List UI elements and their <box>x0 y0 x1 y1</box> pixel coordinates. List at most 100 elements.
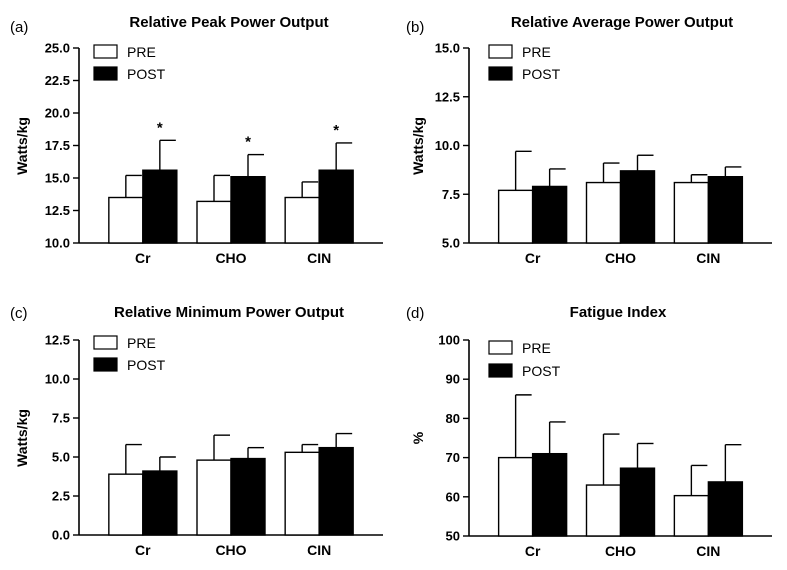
bar-pre-cin <box>673 494 710 537</box>
x-tick-label: Cr <box>525 250 541 266</box>
y-tick-label: 90 <box>446 372 460 387</box>
bar-post-cr <box>142 169 178 244</box>
legend-pre-swatch <box>93 44 118 59</box>
chart-c-ylabel: Watts/kg <box>14 409 30 467</box>
y-tick-label: 12.5 <box>45 203 70 218</box>
y-tick-label: 17.5 <box>45 138 70 153</box>
significance-marker: * <box>245 134 251 151</box>
y-tick-label: 60 <box>446 489 460 504</box>
y-tick-label: 100 <box>438 333 460 348</box>
y-tick-label: 5.0 <box>442 236 460 251</box>
bar-pre-cin <box>284 196 320 244</box>
y-tick-label: 0.0 <box>52 528 70 543</box>
y-tick-label: 10.0 <box>45 372 70 387</box>
legend-post-label: POST <box>522 363 561 379</box>
chart-c-plot: 0.0 2.5 5.0 7.5 10.0 12.5 Cr CHO CIN <box>45 333 383 558</box>
chart-d-plot: 50 60 70 80 90 100 Cr CHO CIN <box>438 333 772 559</box>
chart-a-legend: PRE POST <box>93 44 166 82</box>
bar-post-cho <box>230 457 266 536</box>
x-tick-label: CHO <box>215 542 246 558</box>
chart-d: (d) Fatigue Index % PRE POST 50 60 70 80 90 1… <box>406 304 772 559</box>
chart-a-ylabel: Watts/kg <box>14 117 30 175</box>
chart-b-title: Relative Average Power Output <box>511 14 733 31</box>
bar-post-cr <box>531 452 568 537</box>
y-tick-label: 12.5 <box>435 89 460 104</box>
y-tick-label: 25.0 <box>45 41 70 56</box>
legend-pre-swatch <box>93 335 118 350</box>
legend-pre-label: PRE <box>522 340 551 356</box>
legend-pre-label: PRE <box>127 335 156 351</box>
bar-post-cin <box>318 169 354 244</box>
y-tick-label: 10.0 <box>435 138 460 153</box>
chart-d-ylabel: % <box>410 431 426 444</box>
bar-pre-cr <box>108 196 144 244</box>
x-tick-label: CHO <box>215 250 246 266</box>
chart-b-ylabel: Watts/kg <box>410 117 426 175</box>
y-tick-label: 70 <box>446 450 460 465</box>
chart-c: (c) Relative Minimum Power Output Watts/… <box>10 304 383 558</box>
chart-c-title: Relative Minimum Power Output <box>114 304 344 321</box>
significance-marker: * <box>333 122 339 139</box>
panel-label-a: (a) <box>10 19 28 36</box>
chart-a: (a) Relative Peak Power Output Watts/kg … <box>10 14 383 266</box>
bar-pre-cin <box>673 181 710 244</box>
legend-post-swatch <box>488 363 513 378</box>
panel-label-b: (b) <box>406 19 424 36</box>
x-tick-label: CHO <box>605 250 636 266</box>
bar-pre-cin <box>284 451 320 536</box>
legend-pre-swatch <box>488 44 513 59</box>
y-tick-label: 22.5 <box>45 73 70 88</box>
legend-post-label: POST <box>522 66 561 82</box>
bar-post-cr <box>142 470 178 536</box>
y-tick-label: 7.5 <box>442 187 460 202</box>
y-tick-label: 10.0 <box>45 236 70 251</box>
legend-pre-label: PRE <box>522 44 551 60</box>
y-tick-label: 12.5 <box>45 333 70 348</box>
x-tick-label: Cr <box>525 543 541 559</box>
legend-post-label: POST <box>127 66 166 82</box>
x-tick-label: Cr <box>135 542 151 558</box>
panel-label-c: (c) <box>10 305 28 322</box>
chart-c-legend: PRE POST <box>93 335 166 373</box>
x-tick-label: CIN <box>307 250 331 266</box>
y-tick-label: 2.5 <box>52 489 70 504</box>
x-tick-label: CHO <box>605 543 636 559</box>
bar-post-cin <box>707 481 744 537</box>
legend-pre-label: PRE <box>127 44 156 60</box>
x-tick-label: CIN <box>696 250 720 266</box>
y-tick-label: 5.0 <box>52 450 70 465</box>
bar-pre-cr <box>497 189 534 244</box>
bar-post-cho <box>230 175 266 244</box>
bar-post-cr <box>531 185 568 244</box>
bar-post-cin <box>707 175 744 244</box>
bar-pre-cr <box>108 473 144 536</box>
legend-post-label: POST <box>127 357 166 373</box>
y-tick-label: 50 <box>446 529 460 544</box>
legend-pre-swatch <box>488 340 513 355</box>
panel-label-d: (d) <box>406 305 424 322</box>
bar-pre-cho <box>196 459 232 536</box>
legend-post-swatch <box>488 66 513 81</box>
y-tick-label: 20.0 <box>45 106 70 121</box>
legend-post-swatch <box>93 357 118 372</box>
significance-marker: * <box>157 119 163 136</box>
y-tick-label: 80 <box>446 411 460 426</box>
bar-pre-cr <box>497 456 534 537</box>
chart-d-title: Fatigue Index <box>570 304 667 321</box>
x-tick-label: Cr <box>135 250 151 266</box>
bar-pre-cho <box>585 484 622 537</box>
chart-d-legend: PRE POST <box>488 340 561 379</box>
chart-a-plot: 10.0 12.5 15.0 17.5 20.0 22.5 25.0 Cr * CHO * CIN * <box>45 41 383 266</box>
legend-post-swatch <box>93 66 118 81</box>
bar-post-cho <box>619 467 656 537</box>
x-tick-label: CIN <box>696 543 720 559</box>
bar-post-cho <box>619 170 656 244</box>
bar-post-cin <box>318 446 354 536</box>
chart-b-plot: 5.0 7.5 10.0 12.5 15.0 Cr CHO CIN <box>435 41 772 266</box>
chart-b-legend: PRE POST <box>488 44 561 82</box>
chart-b: (b) Relative Average Power Output Watts/… <box>406 14 772 266</box>
chart-a-title: Relative Peak Power Output <box>129 14 328 31</box>
y-tick-label: 15.0 <box>45 171 70 186</box>
y-tick-label: 7.5 <box>52 411 70 426</box>
